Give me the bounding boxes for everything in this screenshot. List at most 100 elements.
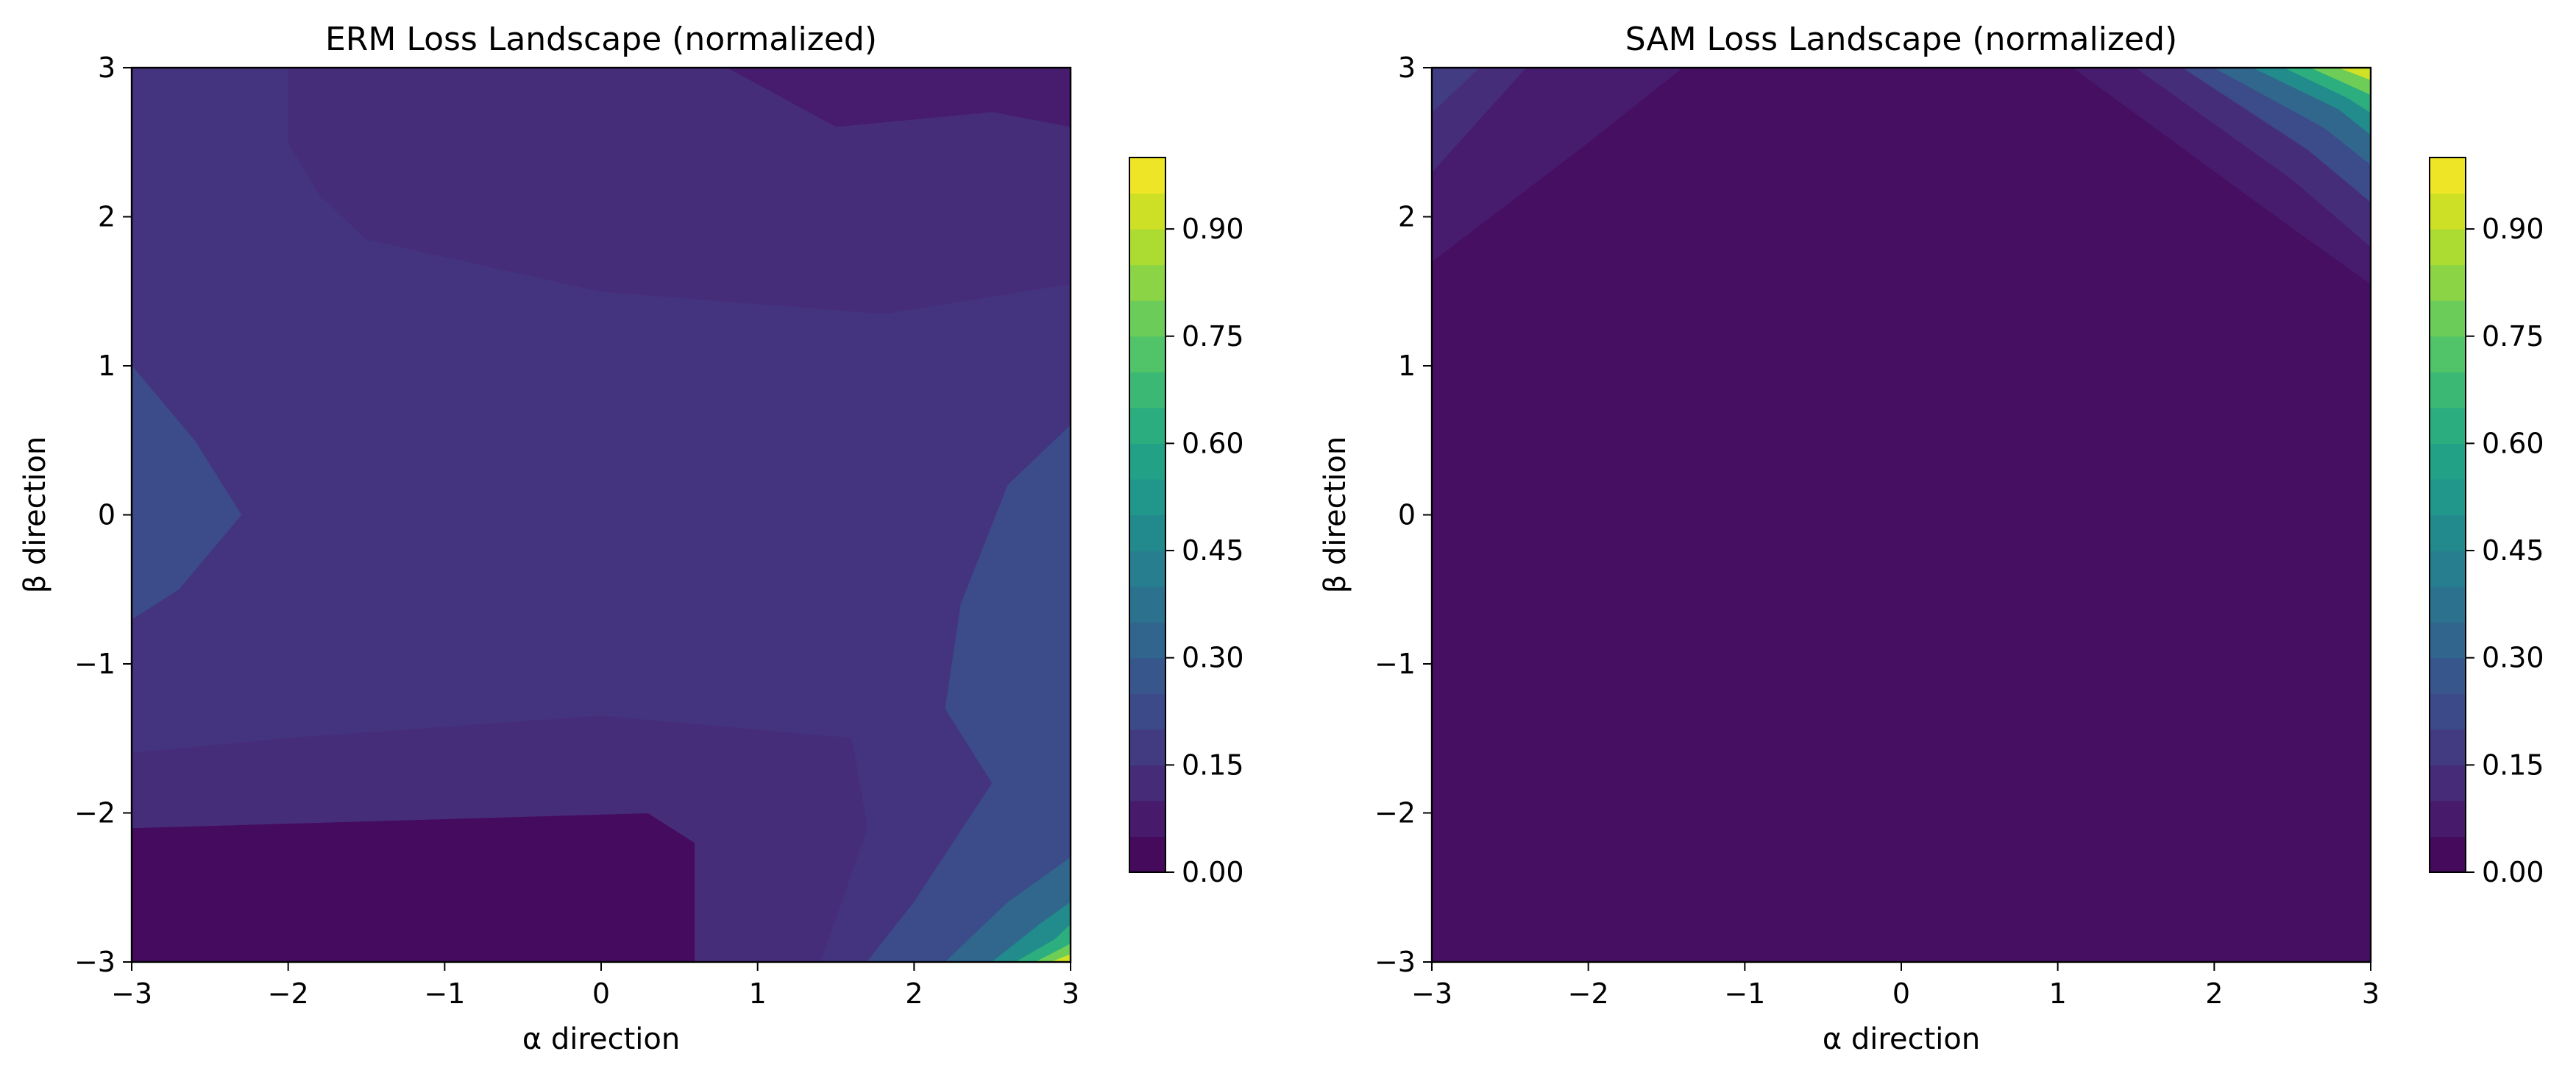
x-tick-label: 2 — [2205, 977, 2223, 1010]
contour-region-4 — [132, 365, 242, 620]
colorbar-segment — [1129, 443, 1165, 480]
contour-region-9 — [2310, 68, 2371, 95]
y-tick-label: 0 — [98, 499, 116, 531]
colorbar-segment — [1129, 158, 1165, 194]
colorbar-segment — [2430, 836, 2466, 873]
x-tick-label: −1 — [424, 977, 465, 1010]
y-tick-label: 3 — [1398, 52, 1416, 84]
colorbar-tick-label: 0.90 — [2482, 213, 2544, 245]
colorbar-segment — [1129, 836, 1165, 873]
colorbar-segment — [2430, 657, 2466, 694]
colorbar-segment — [1129, 407, 1165, 444]
colorbar-segment — [2430, 514, 2466, 551]
contour-region-0 — [132, 812, 696, 962]
contour-region-2 — [1432, 68, 1480, 113]
colorbar-tick-label: 0.90 — [1182, 213, 1244, 245]
y-tick-label: 2 — [1398, 201, 1416, 233]
colorbar-frame — [1129, 157, 1166, 873]
colorbar-segment — [1129, 800, 1165, 838]
colorbar-segment — [2430, 300, 2466, 337]
colorbar-segment — [1129, 193, 1165, 230]
chart-title: SAM Loss Landscape (normalized) — [1625, 21, 2177, 58]
colorbar-tick-label: 0.15 — [2482, 749, 2544, 781]
colorbar-segment — [1129, 586, 1165, 623]
colorbar-segment — [1129, 229, 1165, 266]
colorbar-segment — [1129, 336, 1165, 372]
colorbar-tick-label: 0.30 — [1182, 642, 1244, 674]
colorbar-segment — [1129, 729, 1165, 765]
colorbar-frame — [2429, 157, 2466, 873]
contour-region-9 — [1035, 944, 1071, 962]
x-tick-label: 2 — [905, 977, 923, 1010]
y-axis-label: β direction — [18, 436, 52, 594]
y-tick-label: 0 — [1398, 499, 1416, 531]
colorbar-tick-label: 0.45 — [1182, 534, 1244, 567]
y-tick-label: −1 — [1374, 648, 1416, 680]
colorbar-segment — [1129, 264, 1165, 301]
colorbar-segment — [2430, 729, 2466, 765]
colorbar-segment — [2430, 158, 2466, 194]
colorbar-segment — [1129, 300, 1165, 337]
x-tick-label: 1 — [2049, 977, 2067, 1010]
y-tick-label: −2 — [74, 797, 116, 829]
contour-region-0 — [1432, 68, 1683, 262]
colorbar: 0.00 0.15 0.30 0.45 0.60 0.75 0.90 — [2429, 157, 2544, 888]
erm-chart-panel: ERM Loss Landscape (normalized) −3 −2 −1 0 1 2… — [18, 21, 1244, 1056]
colorbar-segment — [1129, 551, 1165, 587]
x-axis-label: α direction — [522, 1022, 680, 1056]
x-tick-label: 0 — [592, 977, 610, 1010]
y-tick-label: −1 — [74, 648, 116, 680]
colorbar-segment — [2430, 372, 2466, 408]
colorbar-segment — [2430, 765, 2466, 802]
colorbar-segment — [1129, 514, 1165, 551]
contour-region-5 — [866, 425, 1071, 962]
colorbar-segment — [1129, 657, 1165, 694]
colorbar-tick-label: 0.60 — [2482, 427, 2544, 459]
colorbar-segment — [2430, 336, 2466, 372]
colorbar: 0.00 0.15 0.30 0.45 0.60 0.75 0.90 — [1129, 157, 1244, 888]
colorbar-segment — [2430, 443, 2466, 480]
contour-region-2 — [288, 68, 1071, 314]
x-tick-label: −3 — [111, 977, 152, 1010]
y-tick-label: −3 — [1374, 946, 1416, 978]
colorbar-segment — [2430, 478, 2466, 516]
contour-region-10 — [1051, 954, 1071, 962]
colorbar-tick-label: 0.00 — [1182, 856, 1244, 888]
sam-chart-panel: SAM Loss Landscape (normalized) −3 −2 −1 0 1 2… — [1319, 21, 2544, 1056]
colorbar-segment — [2430, 586, 2466, 623]
y-tick-label: 1 — [1398, 350, 1416, 382]
colorbar-segment — [1129, 765, 1165, 802]
colorbar-tick-label: 0.00 — [2482, 856, 2544, 888]
y-tick-label: 3 — [98, 52, 116, 84]
x-tick-label: 3 — [2362, 977, 2380, 1010]
y-tick-label: −2 — [1374, 797, 1416, 829]
x-tick-label: −1 — [1724, 977, 1765, 1010]
colorbar-tick-label: 0.30 — [2482, 642, 2544, 674]
contour-region-1 — [1432, 68, 1527, 173]
x-tick-label: −2 — [268, 977, 309, 1010]
colorbar-segment — [1129, 372, 1165, 408]
colorbar-segment — [2430, 693, 2466, 730]
contour-region-3 — [132, 715, 868, 962]
colorbar-segment — [2430, 229, 2466, 266]
colorbar-tick-label: 0.75 — [2482, 320, 2544, 353]
colorbar-segment — [1129, 622, 1165, 659]
x-tick-label: 1 — [749, 977, 767, 1010]
colorbar-segment — [2430, 622, 2466, 659]
chart-title: ERM Loss Landscape (normalized) — [325, 21, 877, 58]
y-tick-label: 1 — [98, 350, 116, 382]
colorbar-tick-label: 0.45 — [2482, 534, 2544, 567]
colorbar-tick-label: 0.15 — [1182, 749, 1244, 781]
contour-regions — [132, 68, 1071, 962]
x-tick-label: 3 — [1062, 977, 1079, 1010]
colorbar-segment — [1129, 478, 1165, 516]
contour-regions — [1432, 68, 2371, 285]
colorbar-segment — [2430, 551, 2466, 587]
colorbar-segment — [1129, 693, 1165, 730]
x-tick-label: −3 — [1411, 977, 1452, 1010]
colorbar-segment — [2430, 800, 2466, 838]
colorbar-segment — [2430, 193, 2466, 230]
colorbar-tick-label: 0.60 — [1182, 427, 1244, 459]
x-tick-label: 0 — [1892, 977, 1910, 1010]
